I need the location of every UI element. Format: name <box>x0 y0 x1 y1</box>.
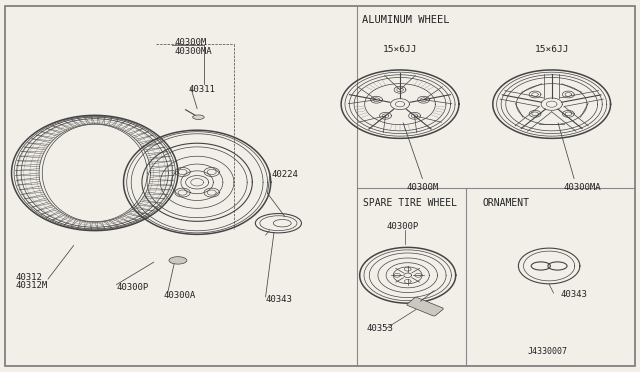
Text: 15×6JJ: 15×6JJ <box>383 45 417 54</box>
Text: 40300MA: 40300MA <box>563 183 601 192</box>
FancyBboxPatch shape <box>407 297 444 316</box>
Text: 40300MA: 40300MA <box>174 47 212 56</box>
Text: J4330007: J4330007 <box>528 347 568 356</box>
Text: 40300P: 40300P <box>116 283 148 292</box>
Ellipse shape <box>255 214 301 233</box>
Text: ALUMINUM WHEEL: ALUMINUM WHEEL <box>362 16 449 25</box>
Text: 40300P: 40300P <box>387 222 419 231</box>
Ellipse shape <box>169 257 187 264</box>
Text: 40312M: 40312M <box>16 281 48 290</box>
Text: 40312: 40312 <box>16 273 43 282</box>
Text: 40300M: 40300M <box>174 38 206 47</box>
Ellipse shape <box>193 115 204 119</box>
Text: 40300M: 40300M <box>406 183 438 192</box>
Text: 40343: 40343 <box>266 295 292 304</box>
Text: SPARE TIRE WHEEL: SPARE TIRE WHEEL <box>363 198 457 208</box>
Text: ORNAMENT: ORNAMENT <box>482 198 529 208</box>
Text: 40311: 40311 <box>189 85 216 94</box>
Text: 15×6JJ: 15×6JJ <box>534 45 569 54</box>
Text: 40300A: 40300A <box>163 291 195 300</box>
Text: 40353: 40353 <box>366 324 393 333</box>
Text: 40343: 40343 <box>561 290 588 299</box>
Text: 40224: 40224 <box>272 170 299 179</box>
